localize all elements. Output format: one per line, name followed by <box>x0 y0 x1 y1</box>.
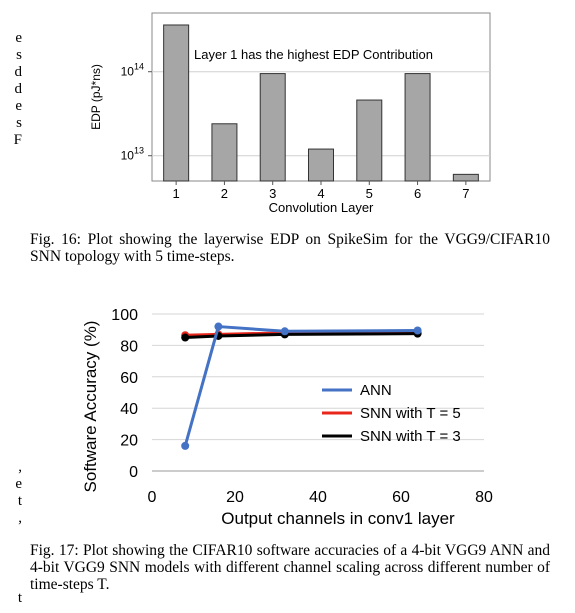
series-line <box>183 325 418 447</box>
y-tick-label: 60 <box>120 370 138 387</box>
bar <box>404 73 431 182</box>
margin-fragment: t <box>17 590 22 606</box>
figure-16-caption: Fig. 16: Plot showing the layerwise EDP … <box>30 231 550 265</box>
margin-fragment: e <box>15 476 22 492</box>
bar <box>259 73 286 182</box>
x-tick-label: 0 <box>148 489 157 506</box>
margin-fragment: , <box>18 510 22 526</box>
margin-fragment: e <box>15 30 22 46</box>
x-tick-label: 6 <box>414 186 421 201</box>
y-tick-label: 100 <box>111 307 138 324</box>
x-tick-label: 1 <box>173 186 180 201</box>
y-tick-label: 0 <box>129 464 138 481</box>
margin-fragment: s <box>16 115 22 131</box>
legend-label: SNN with T = 5 <box>360 405 461 422</box>
data-point <box>181 441 190 450</box>
margin-fragment: , <box>18 459 22 475</box>
margin-fragment: d <box>14 64 23 80</box>
x-tick-label: 60 <box>392 489 410 506</box>
bar <box>211 123 238 182</box>
data-point <box>280 327 289 336</box>
margin-fragment: e <box>15 98 22 114</box>
x-tick-label: 40 <box>309 489 327 506</box>
x-tick-label: 7 <box>462 186 469 201</box>
margin-fragment: d <box>14 81 23 97</box>
figure-17-accuracy-line-chart: 0 20 40 60 80 100 0 20 40 60 80 Output channels in … <box>81 307 493 528</box>
figure-17-caption: Fig. 17: Plot showing the CIFAR10 softwa… <box>30 542 550 593</box>
y-tick-label: 20 <box>120 433 138 450</box>
x-tick-label: 3 <box>269 186 276 201</box>
x-tick-label: 2 <box>221 186 228 201</box>
bar <box>452 173 479 182</box>
y-tick-label: 1013 <box>121 146 144 163</box>
figure-17-caption-text: Plot showing the CIFAR10 software accura… <box>30 542 550 593</box>
data-point <box>181 333 190 342</box>
x-tick-label: 4 <box>317 186 324 201</box>
data-point <box>413 326 422 335</box>
data-point <box>214 322 223 331</box>
legend-label: SNN with T = 3 <box>360 428 461 445</box>
x-tick-label: 80 <box>475 489 493 506</box>
x-axis-label: Convolution Layer <box>269 200 374 215</box>
legend-label: ANN <box>360 382 392 399</box>
figure-17-caption-label: Fig. 17: <box>30 542 79 559</box>
series-line <box>185 330 418 337</box>
y-tick-label: 80 <box>120 338 138 355</box>
bar <box>308 148 334 182</box>
y-axis-label: Software Accuracy (%) <box>81 321 100 493</box>
figure-16-caption-label: Fig. 16: <box>30 231 81 248</box>
margin-fragment: F <box>13 132 22 148</box>
x-axis-label: Output channels in conv1 layer <box>221 509 455 528</box>
margin-fragment: s <box>16 47 22 63</box>
margin-fragment: t <box>17 493 22 509</box>
bar <box>356 99 383 182</box>
bar <box>163 24 190 182</box>
y-tick-label: 40 <box>120 401 138 418</box>
series-line <box>185 332 418 340</box>
x-tick-label: 20 <box>226 489 244 506</box>
y-tick-label: 1014 <box>121 62 144 79</box>
figure-16-edp-bar-chart: 1013 1014 1 2 3 4 5 6 7 Convolution Layer EDP (pJ*… <box>89 12 491 215</box>
figure-16-caption-text: Plot showing the layerwise EDP on SpikeS… <box>30 231 551 265</box>
chart-annotation: Layer 1 has the highest EDP Contribution <box>194 47 433 62</box>
y-axis-label: EDP (pJ*ns) <box>89 64 103 130</box>
x-tick-label: 5 <box>366 186 373 201</box>
